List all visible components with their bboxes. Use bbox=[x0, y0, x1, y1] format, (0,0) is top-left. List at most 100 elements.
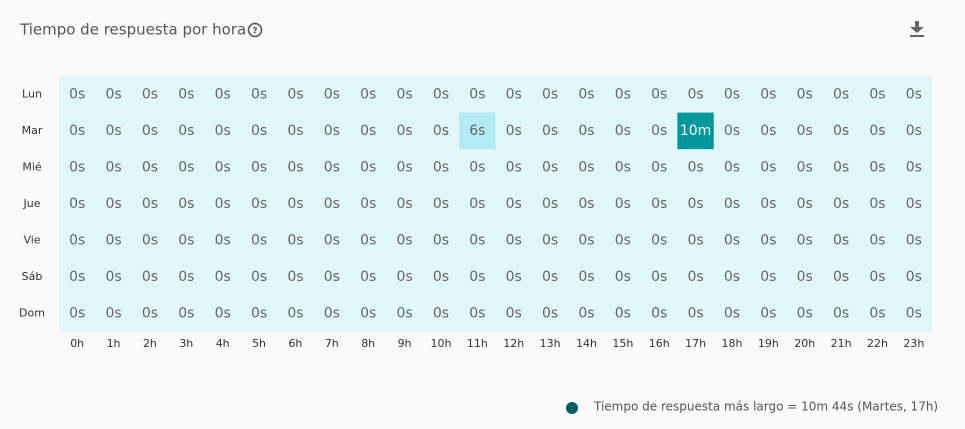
x-tick-label: 17h bbox=[685, 337, 706, 350]
cell bbox=[677, 112, 715, 150]
cell bbox=[713, 76, 751, 114]
cell-label: 0s bbox=[324, 269, 340, 285]
cell-label: 0s bbox=[797, 159, 813, 175]
cell bbox=[895, 222, 933, 260]
cell-label: 0s bbox=[215, 233, 231, 249]
cell-label: 0s bbox=[251, 159, 267, 175]
cell bbox=[386, 222, 424, 260]
cell-label: 0s bbox=[615, 196, 631, 212]
x-tick-label: 15h bbox=[612, 337, 633, 350]
cell-label: 0s bbox=[542, 306, 558, 322]
cell-label: 0s bbox=[433, 233, 449, 249]
x-tick-label: 20h bbox=[794, 337, 815, 350]
cell bbox=[641, 222, 678, 260]
cell-label: 0s bbox=[724, 269, 740, 285]
cell bbox=[422, 295, 460, 333]
cell-label: 0s bbox=[869, 123, 885, 139]
cell-label: 0s bbox=[69, 269, 85, 285]
cell-label: 0s bbox=[542, 159, 558, 175]
cell-label: 0s bbox=[506, 159, 522, 175]
cell bbox=[641, 76, 678, 114]
cell-label: 0s bbox=[396, 123, 412, 139]
cell-label: 0s bbox=[287, 86, 303, 102]
cell bbox=[240, 76, 278, 114]
cell-label: 0s bbox=[578, 123, 594, 139]
cell bbox=[277, 222, 315, 260]
x-tick-label: 0h bbox=[70, 337, 84, 350]
cell-label: 0s bbox=[906, 306, 922, 322]
cell-label: 0s bbox=[542, 86, 558, 102]
cell-label: 0s bbox=[178, 86, 194, 102]
x-tick-label: 4h bbox=[216, 337, 230, 350]
cell bbox=[459, 295, 496, 333]
help-icon[interactable]: ? bbox=[247, 22, 263, 38]
cell-label: 0s bbox=[105, 196, 121, 212]
cell bbox=[204, 185, 242, 223]
cell bbox=[422, 112, 460, 150]
cell-label: 10m bbox=[680, 123, 711, 139]
cell bbox=[677, 185, 715, 223]
cell bbox=[495, 112, 533, 150]
cell-label: 0s bbox=[396, 86, 412, 102]
cell-label: 0s bbox=[506, 233, 522, 249]
cell-label: 0s bbox=[251, 233, 267, 249]
cell bbox=[677, 258, 715, 296]
cell bbox=[459, 185, 496, 223]
cell-label: 0s bbox=[469, 86, 485, 102]
cell-label: 0s bbox=[142, 159, 158, 175]
x-tick-label: 1h bbox=[107, 337, 121, 350]
cell bbox=[240, 149, 278, 187]
cell-label: 0s bbox=[142, 306, 158, 322]
cell-label: 0s bbox=[251, 123, 267, 139]
cell bbox=[750, 76, 787, 114]
cell bbox=[568, 185, 606, 223]
cell-label: 0s bbox=[215, 159, 231, 175]
download-button[interactable] bbox=[910, 21, 924, 37]
cell-label: 0s bbox=[142, 196, 158, 212]
cell-label: 0s bbox=[724, 159, 740, 175]
cell bbox=[59, 149, 96, 187]
cell-label: 0s bbox=[797, 269, 813, 285]
cell bbox=[131, 295, 169, 333]
cell bbox=[131, 149, 169, 187]
cell-label: 0s bbox=[69, 123, 85, 139]
cell bbox=[168, 112, 205, 150]
cell-label: 0s bbox=[105, 269, 121, 285]
cell bbox=[313, 112, 351, 150]
cell-label: 0s bbox=[178, 123, 194, 139]
cell bbox=[604, 222, 642, 260]
cell bbox=[386, 112, 424, 150]
cell bbox=[641, 149, 678, 187]
cell-label: 0s bbox=[906, 269, 922, 285]
cell-label: 6s bbox=[469, 123, 485, 139]
cell-label: 0s bbox=[833, 159, 849, 175]
cell-label: 0s bbox=[833, 86, 849, 102]
cell-label: 0s bbox=[651, 306, 667, 322]
cell bbox=[131, 258, 169, 296]
cell-label: 0s bbox=[615, 269, 631, 285]
cell bbox=[531, 149, 569, 187]
cell bbox=[677, 76, 715, 114]
cell-label: 0s bbox=[760, 86, 776, 102]
cell bbox=[168, 222, 205, 260]
cell-label: 0s bbox=[69, 159, 85, 175]
cell bbox=[313, 76, 351, 114]
cell-label: 0s bbox=[287, 233, 303, 249]
cell bbox=[859, 185, 897, 223]
cell-label: 0s bbox=[105, 233, 121, 249]
cell-label: 0s bbox=[69, 86, 85, 102]
cell bbox=[313, 295, 351, 333]
cell bbox=[350, 185, 387, 223]
cell bbox=[531, 112, 569, 150]
cell bbox=[277, 149, 315, 187]
cell bbox=[422, 222, 460, 260]
cell-label: 0s bbox=[251, 86, 267, 102]
cell-label: 0s bbox=[615, 123, 631, 139]
cell bbox=[277, 112, 315, 150]
cell-label: 0s bbox=[360, 159, 376, 175]
cell bbox=[240, 258, 278, 296]
cell bbox=[95, 112, 133, 150]
cell-label: 0s bbox=[578, 233, 594, 249]
cell bbox=[204, 258, 242, 296]
cell bbox=[131, 76, 169, 114]
